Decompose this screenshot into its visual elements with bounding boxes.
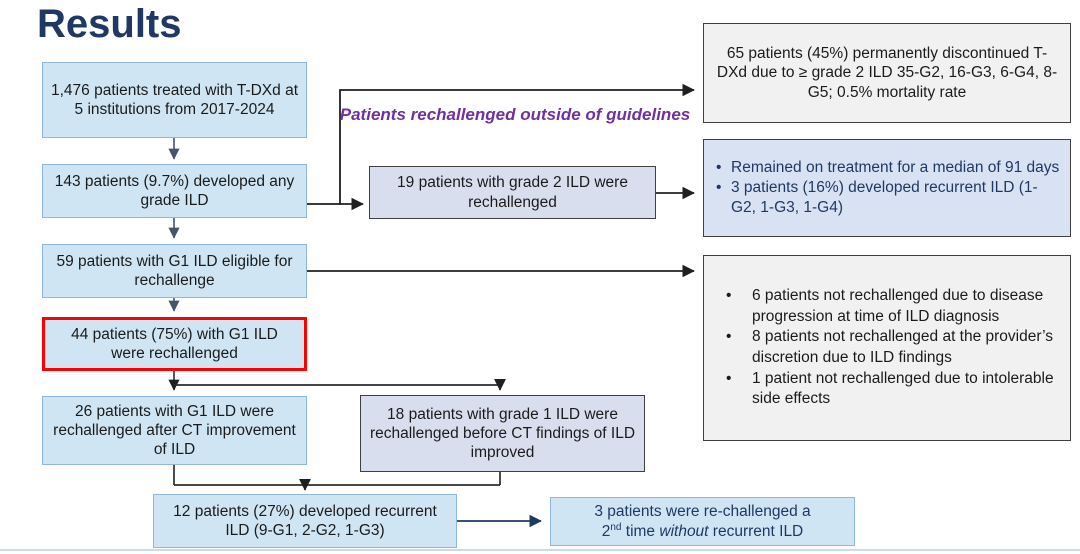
rechallenged-2nd-num: 2 <box>601 522 611 540</box>
flow-box-developed-ild: 143 patients (9.7%) developed any grade … <box>42 164 307 218</box>
rechallenged-2nd-sup: nd <box>610 521 622 533</box>
rechallenged-2nd-end: recurrent ILD <box>708 522 804 540</box>
not-rechallenged-item: 1 patient not rechallenged due to intole… <box>716 369 1058 410</box>
not-rechallenged-item: 6 patients not rechallenged due to disea… <box>716 286 1058 327</box>
not-rechallenged-list: 6 patients not rechallenged due to disea… <box>716 286 1058 410</box>
flow-box-eligible-text: 59 patients with G1 ILD eligible for rec… <box>56 252 293 289</box>
rechallenged-2nd-mid: time <box>621 522 660 540</box>
grade2-outcome-item: Remained on treatment for a median of 91… <box>714 158 1060 178</box>
flow-box-rechallenged-g1-text: 44 patients (75%) with G1 ILD were recha… <box>71 325 278 362</box>
rechallenged-2nd-italic: without <box>659 522 709 540</box>
flow-box-discontinued: 65 patients (45%) permanently discontinu… <box>703 23 1071 123</box>
flow-box-rechallenged-after-ct: 26 patients with G1 ILD were rechallenge… <box>42 396 307 465</box>
flow-box-not-rechallenged-reasons: 6 patients not rechallenged due to disea… <box>703 255 1071 441</box>
grade2-outcome-item: 3 patients (16%) developed recurrent ILD… <box>714 178 1060 218</box>
not-rechallenged-item: 8 patients not rechallenged at the provi… <box>716 327 1058 368</box>
flow-box-eligible: 59 patients with G1 ILD eligible for rec… <box>42 244 307 298</box>
flow-box-grade1-before-ct: 18 patients with grade 1 ILD were rechal… <box>360 395 645 472</box>
outside-guidelines-label: Patients rechallenged outside of guideli… <box>339 105 691 124</box>
rechallenged-2nd-line1: 3 patients were re-challenged a <box>594 503 811 521</box>
flow-box-grade2-outcomes: Remained on treatment for a median of 91… <box>703 139 1071 237</box>
flow-box-discontinued-text: 65 patients (45%) permanently discontinu… <box>716 45 1058 101</box>
flow-box-rechallenged-after-ct-text: 26 patients with G1 ILD were rechallenge… <box>53 402 296 459</box>
page-title: Results <box>37 2 182 46</box>
flow-box-rechallenged-2nd-time: 3 patients were re-challenged a 2nd time… <box>550 497 855 546</box>
flow-box-grade1-before-ct-text: 18 patients with grade 1 ILD were rechal… <box>369 405 636 462</box>
flow-box-treated: 1,476 patients treated with T-DXd at 5 i… <box>42 62 307 138</box>
flow-box-recurrent-ild: 12 patients (27%) developed recurrent IL… <box>153 494 457 548</box>
flow-box-developed-ild-text: 143 patients (9.7%) developed any grade … <box>54 172 295 209</box>
flow-box-grade2-rechallenged-text: 19 patients with grade 2 ILD were rechal… <box>397 174 628 211</box>
flow-box-rechallenged-2nd-time-text: 3 patients were re-challenged a 2nd time… <box>594 502 810 540</box>
flow-box-recurrent-ild-text: 12 patients (27%) developed recurrent IL… <box>173 502 437 539</box>
slide-bottom-divider <box>0 549 1080 551</box>
flow-box-grade2-rechallenged: 19 patients with grade 2 ILD were rechal… <box>369 166 656 219</box>
flow-box-rechallenged-g1-highlighted: 44 patients (75%) with G1 ILD were recha… <box>42 317 307 371</box>
grade2-outcomes-list: Remained on treatment for a median of 91… <box>714 158 1060 217</box>
flow-box-treated-text: 1,476 patients treated with T-DXd at 5 i… <box>51 81 299 118</box>
